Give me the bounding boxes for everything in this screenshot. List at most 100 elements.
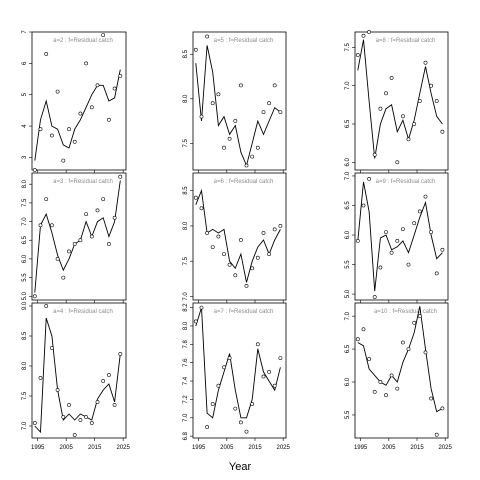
- data-point: [55, 388, 60, 392]
- x-tick-label: 2015: [410, 445, 424, 451]
- panel-frame: [354, 31, 449, 171]
- data-point: [434, 432, 439, 437]
- data-point: [261, 110, 266, 115]
- data-point: [361, 33, 366, 38]
- data-point: [400, 340, 405, 345]
- x-tick-label: 2005: [220, 445, 234, 451]
- data-point: [406, 137, 411, 142]
- y-tick-label: 8.0: [183, 321, 189, 330]
- y-tick-label: 6.0: [345, 158, 351, 167]
- y-tick-label: 6.8: [183, 431, 189, 440]
- data-point: [112, 215, 117, 220]
- data-point: [118, 74, 123, 78]
- data-point: [44, 304, 49, 308]
- y-tick-label: 6: [22, 61, 28, 65]
- data-point: [44, 52, 49, 56]
- panel-title: a=10 : f=Residual catch: [374, 309, 437, 315]
- y-tick-label: 8.2: [183, 303, 189, 312]
- data-point: [50, 346, 54, 350]
- data-point: [199, 206, 204, 211]
- data-point: [210, 101, 215, 106]
- data-point: [400, 114, 405, 119]
- data-point: [233, 119, 238, 123]
- panel-8: a=7 : f=Residual catch 6.8 7.0 7.2 7.4 7.6 7.8…: [183, 302, 291, 451]
- y-tick-label: 5: [22, 92, 28, 96]
- panel-3: a=8 : f=Residual catch 6.0 6.5 7.0 7.5: [345, 30, 449, 173]
- x-tick-label: 2015: [88, 445, 102, 451]
- data-point: [216, 383, 221, 388]
- data-point: [107, 373, 111, 377]
- panel-1: a=2 : f=Residual catch 3 4 5 6 7: [22, 30, 127, 173]
- data-point: [78, 418, 83, 422]
- x-tick-label: 2005: [60, 445, 74, 451]
- data-point: [278, 110, 283, 115]
- data-point: [372, 152, 377, 157]
- panel-frame: [192, 31, 287, 171]
- x-tick-label: 2005: [382, 445, 396, 451]
- data-point: [406, 262, 411, 267]
- y-tick-label: 6.0: [345, 230, 351, 239]
- y-tick-label: 7.0: [345, 81, 351, 90]
- y-tick-label: 6.5: [22, 235, 28, 244]
- x-tick-label: 1995: [354, 445, 368, 451]
- data-point: [233, 273, 238, 278]
- data-point: [44, 197, 49, 202]
- data-point: [78, 111, 83, 116]
- y-tick-label: 7.5: [22, 198, 28, 207]
- data-point: [95, 208, 100, 213]
- panel-frame: [354, 172, 449, 301]
- data-point: [244, 163, 249, 168]
- data-point: [238, 238, 243, 242]
- data-point: [272, 383, 277, 388]
- data-point: [423, 60, 428, 65]
- y-tick-label: 8.5: [22, 331, 28, 340]
- y-tick-label: 8.0: [22, 361, 28, 370]
- data-point: [384, 393, 388, 398]
- data-point: [367, 176, 372, 181]
- data-point: [55, 256, 60, 261]
- panel-title: a=4 : f=Residual catch: [53, 309, 113, 315]
- y-tick-label: 8.0: [183, 221, 189, 230]
- data-point: [378, 265, 383, 270]
- data-point: [72, 139, 77, 144]
- y-tick-label: 5.0: [22, 291, 28, 300]
- y-tick-label: 7.2: [183, 395, 189, 404]
- data-point: [61, 158, 66, 163]
- y-tick-label: 7.6: [183, 358, 189, 367]
- data-point: [389, 373, 394, 378]
- y-tick-label: 7.5: [183, 256, 189, 265]
- data-point: [205, 34, 210, 39]
- data-point: [238, 420, 243, 425]
- fitted-line: [357, 306, 443, 413]
- data-point: [32, 168, 37, 172]
- y-tick-label: 7.0: [183, 413, 189, 422]
- data-point: [384, 230, 388, 235]
- data-point: [67, 403, 71, 407]
- panel-9: a=10 : f=Residual catch 5.5 6.0 6.5 7.0 1995 2…: [345, 302, 453, 451]
- y-tick-label: 4: [22, 124, 28, 128]
- data-point: [278, 223, 283, 228]
- data-point: [101, 379, 106, 383]
- data-point: [261, 231, 266, 235]
- data-point: [372, 295, 377, 299]
- panel-4: a=3 : f=Residual catch 5.0 5.5 6.0 6.5 7.0 7.5…: [22, 172, 127, 303]
- data-point: [267, 101, 272, 106]
- data-point: [112, 86, 117, 91]
- data-point: [378, 380, 383, 384]
- data-point: [440, 247, 445, 252]
- y-tick-label: 6.5: [345, 344, 351, 353]
- data-point: [429, 83, 434, 88]
- data-point: [227, 262, 232, 267]
- data-point: [89, 234, 94, 239]
- data-point: [355, 238, 360, 243]
- panel-frame: [31, 172, 127, 301]
- data-point: [50, 223, 54, 228]
- data-point: [255, 145, 260, 150]
- panel-6: a=9 : f=Residual catch 5.0 5.5 6.0 6.5 7.0: [345, 171, 449, 303]
- data-point: [238, 83, 243, 88]
- data-point: [32, 421, 37, 425]
- data-point: [107, 242, 111, 246]
- data-point: [250, 154, 255, 159]
- data-point: [101, 197, 106, 202]
